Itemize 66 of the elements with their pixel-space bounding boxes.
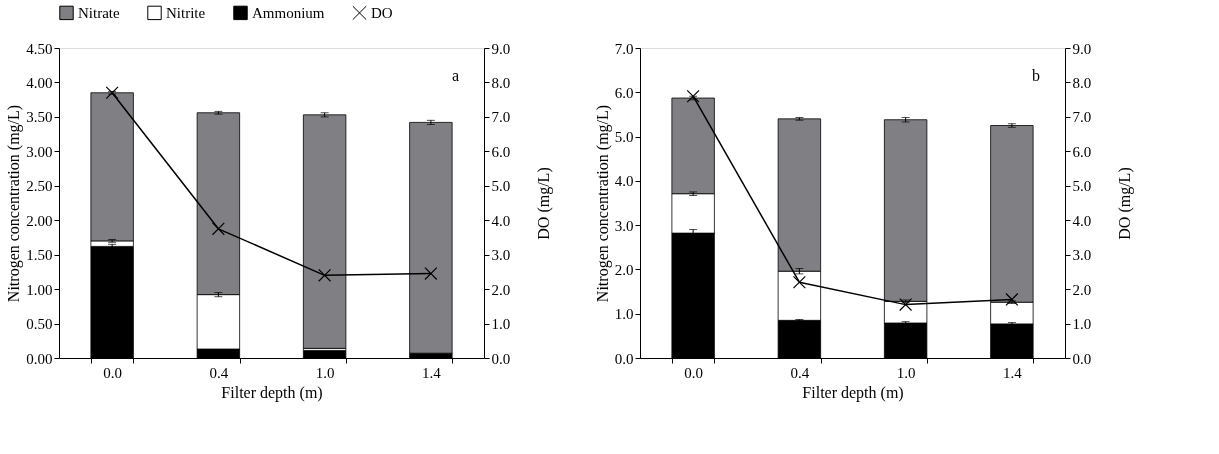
- y2-tick-label: 6.0: [491, 143, 511, 160]
- x-tick-label: 0.4: [209, 364, 229, 381]
- y2-axis-title: DO (mg/L): [535, 167, 554, 240]
- y2-tick-label: 0.0: [1072, 350, 1092, 367]
- y-tick-label: 0.50: [26, 316, 53, 333]
- point: [318, 268, 332, 282]
- y2-tick-label: 4.0: [1072, 212, 1092, 229]
- y-tick-label: 2.00: [26, 212, 53, 229]
- y-tick-label: 2.0: [614, 261, 634, 278]
- x-axis-title: Filter depth (m): [802, 383, 904, 402]
- y2-tick-label: 0.0: [491, 350, 511, 367]
- y2-tick-label: 8.0: [1072, 74, 1092, 91]
- point: [424, 267, 438, 281]
- y2-tick-label: 7.0: [491, 109, 511, 126]
- x-tick-label: 1.0: [896, 364, 916, 381]
- point: [686, 89, 700, 103]
- y2-tick-label: 3.0: [491, 247, 511, 264]
- y2-tick-label: 9.0: [491, 40, 511, 57]
- y-tick-label: 1.50: [26, 247, 53, 264]
- y2-tick-label: 1.0: [491, 316, 511, 333]
- legend-label: Nitrite: [166, 4, 206, 21]
- y-tick-label: 7.0: [614, 40, 634, 57]
- y-axis-title: Nitrogen concentration (mg/L): [5, 104, 24, 303]
- annotation: b: [1032, 67, 1040, 84]
- x-tick-label: 1.4: [422, 364, 442, 381]
- y2-tick-label: 3.0: [1072, 247, 1092, 264]
- y-tick-label: 4.0: [614, 173, 634, 190]
- y2-tick-label: 6.0: [1072, 143, 1092, 160]
- y2-axis-title: DO (mg/L): [1116, 167, 1135, 240]
- y-tick-label: 3.00: [26, 143, 53, 160]
- y-tick-label: 6.0: [614, 84, 634, 101]
- y2-tick-label: 7.0: [1072, 109, 1092, 126]
- x-axis-title: Filter depth (m): [221, 383, 323, 402]
- point: [899, 298, 913, 312]
- y2-tick-label: 2.0: [1072, 281, 1092, 298]
- y-tick-label: 0.00: [26, 350, 53, 367]
- point: [792, 275, 806, 289]
- y-axis-title: Nitrogen concentration (mg/L): [593, 104, 612, 303]
- legend-label: Ammonium: [252, 4, 325, 21]
- y-tick-label: 1.0: [614, 306, 634, 323]
- y2-tick-label: 4.0: [491, 212, 511, 229]
- y-tick-label: 4.00: [26, 74, 53, 91]
- x-tick-label: 0.4: [790, 364, 810, 381]
- y-tick-label: 3.50: [26, 109, 53, 126]
- legend-label: DO: [371, 4, 393, 21]
- point: [105, 86, 119, 100]
- y2-tick-label: 5.0: [491, 178, 511, 195]
- x-tick-label: 1.0: [315, 364, 335, 381]
- y-tick-label: 2.50: [26, 178, 53, 195]
- point: [1005, 292, 1019, 306]
- x-tick-label: 0.0: [103, 364, 122, 381]
- y2-tick-label: 9.0: [1072, 40, 1092, 57]
- x-tick-label: 0.0: [684, 364, 703, 381]
- y2-tick-label: 2.0: [491, 281, 511, 298]
- legend-label: Nitrate: [78, 4, 120, 21]
- y2-tick-label: 1.0: [1072, 316, 1092, 333]
- y2-tick-label: 8.0: [491, 74, 511, 91]
- y-tick-label: 5.0: [614, 129, 634, 146]
- y-tick-label: 1.00: [26, 281, 53, 298]
- point: [211, 222, 225, 236]
- y-tick-label: 4.50: [26, 40, 53, 57]
- y-tick-label: 0.0: [614, 350, 634, 367]
- y2-tick-label: 5.0: [1072, 178, 1092, 195]
- y-tick-label: 3.0: [614, 217, 634, 234]
- x-tick-label: 1.4: [1003, 364, 1023, 381]
- annotation: a: [451, 67, 459, 84]
